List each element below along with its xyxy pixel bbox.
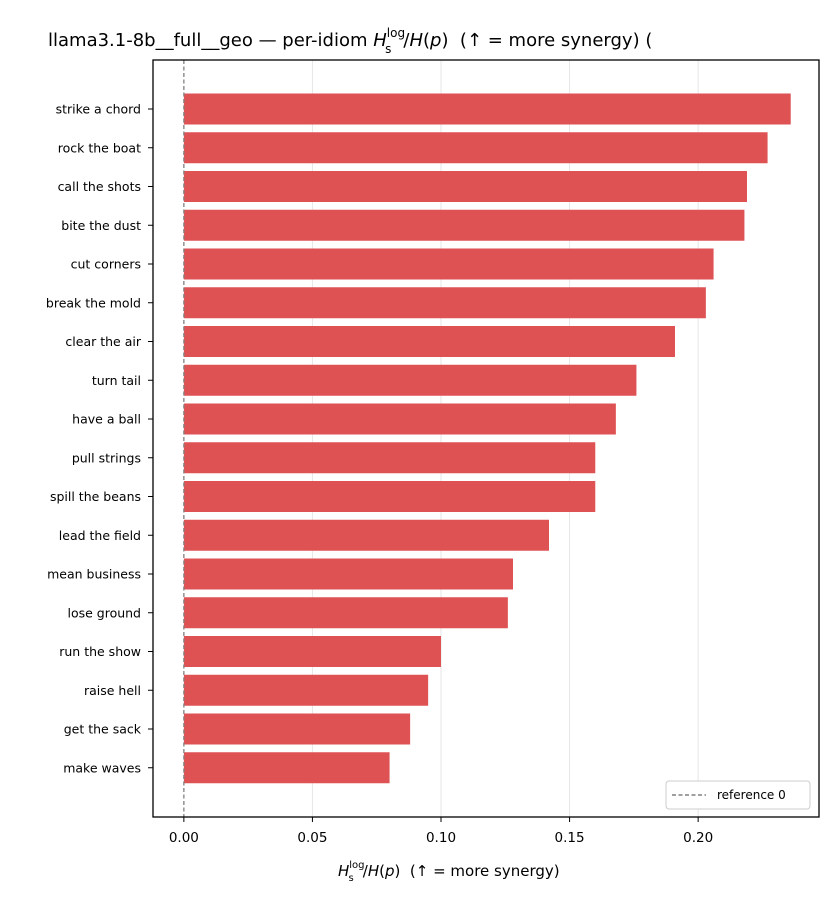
bar bbox=[183, 248, 714, 280]
x-axis-ticks: 0.00 0.05 0.10 0.15 0.20 bbox=[169, 817, 713, 846]
x-tick-label: 0.00 bbox=[169, 830, 199, 846]
bar bbox=[183, 519, 549, 551]
y-tick-label: run the show bbox=[59, 644, 141, 659]
y-tick-label: make waves bbox=[63, 760, 141, 775]
bar bbox=[183, 209, 745, 241]
bar bbox=[183, 636, 441, 667]
y-tick-label: mean business bbox=[47, 567, 141, 582]
y-tick-label: lose ground bbox=[67, 605, 141, 620]
y-tick-label: turn tail bbox=[92, 373, 141, 388]
bar bbox=[183, 132, 768, 164]
x-tick-label: 0.20 bbox=[683, 830, 713, 846]
legend-reference-label: reference 0 bbox=[717, 788, 786, 802]
y-tick-label: break the mold bbox=[46, 295, 141, 310]
legend: reference 0 bbox=[665, 780, 811, 810]
x-tick-label: 0.05 bbox=[297, 830, 327, 846]
bar bbox=[183, 674, 429, 706]
bar bbox=[183, 326, 675, 357]
bar bbox=[183, 481, 596, 512]
y-tick-label: call the shots bbox=[58, 179, 141, 194]
y-tick-label: clear the air bbox=[65, 334, 141, 349]
y-tick-label: have a ball bbox=[72, 412, 141, 427]
bar bbox=[183, 287, 706, 319]
x-tick-label: 0.15 bbox=[555, 830, 585, 846]
bar bbox=[183, 558, 513, 590]
bar bbox=[183, 364, 637, 396]
bar bbox=[183, 597, 508, 629]
bar bbox=[183, 93, 791, 125]
y-tick-label: pull strings bbox=[72, 450, 141, 465]
chart-title: llama3.1-8b__full__geo — per-idiom Hlog s… bbox=[48, 26, 652, 56]
y-tick-label: strike a chord bbox=[56, 102, 141, 117]
bar bbox=[183, 403, 616, 435]
bar bbox=[183, 713, 411, 745]
y-tick-label: raise hell bbox=[84, 683, 141, 698]
bar bbox=[183, 442, 596, 474]
y-tick-label: spill the beans bbox=[50, 489, 141, 504]
plot-frame bbox=[152, 59, 820, 818]
x-tick-label: 0.10 bbox=[426, 830, 456, 846]
x-axis-title: Hlog s/H(p) (↑ = more synergy) bbox=[338, 860, 560, 884]
y-tick-label: cut corners bbox=[71, 257, 141, 272]
bar bbox=[183, 752, 390, 784]
y-axis-ticks: strike a chord rock the boat call the shot… bbox=[46, 102, 153, 775]
bar bbox=[183, 171, 747, 202]
legend-box bbox=[665, 780, 811, 810]
y-tick-label: get the sack bbox=[64, 722, 142, 737]
y-tick-label: rock the boat bbox=[58, 140, 141, 155]
bars bbox=[183, 93, 791, 784]
y-tick-label: lead the field bbox=[59, 528, 141, 543]
y-tick-label: bite the dust bbox=[61, 218, 141, 233]
